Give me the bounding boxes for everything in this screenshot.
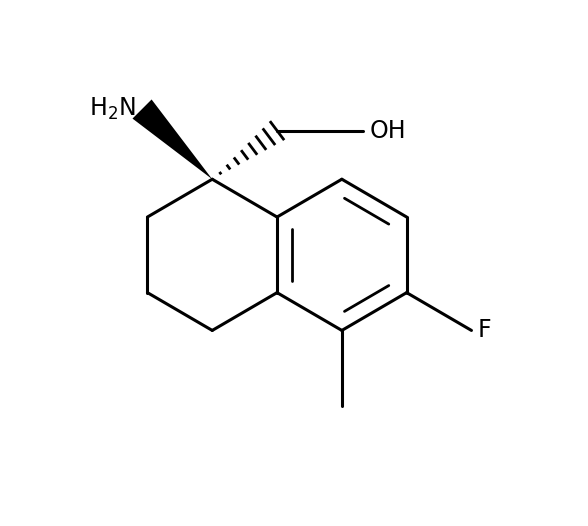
Text: F: F: [478, 318, 492, 342]
Text: H$_2$N: H$_2$N: [89, 96, 136, 122]
Polygon shape: [132, 99, 212, 179]
Text: OH: OH: [370, 119, 406, 143]
